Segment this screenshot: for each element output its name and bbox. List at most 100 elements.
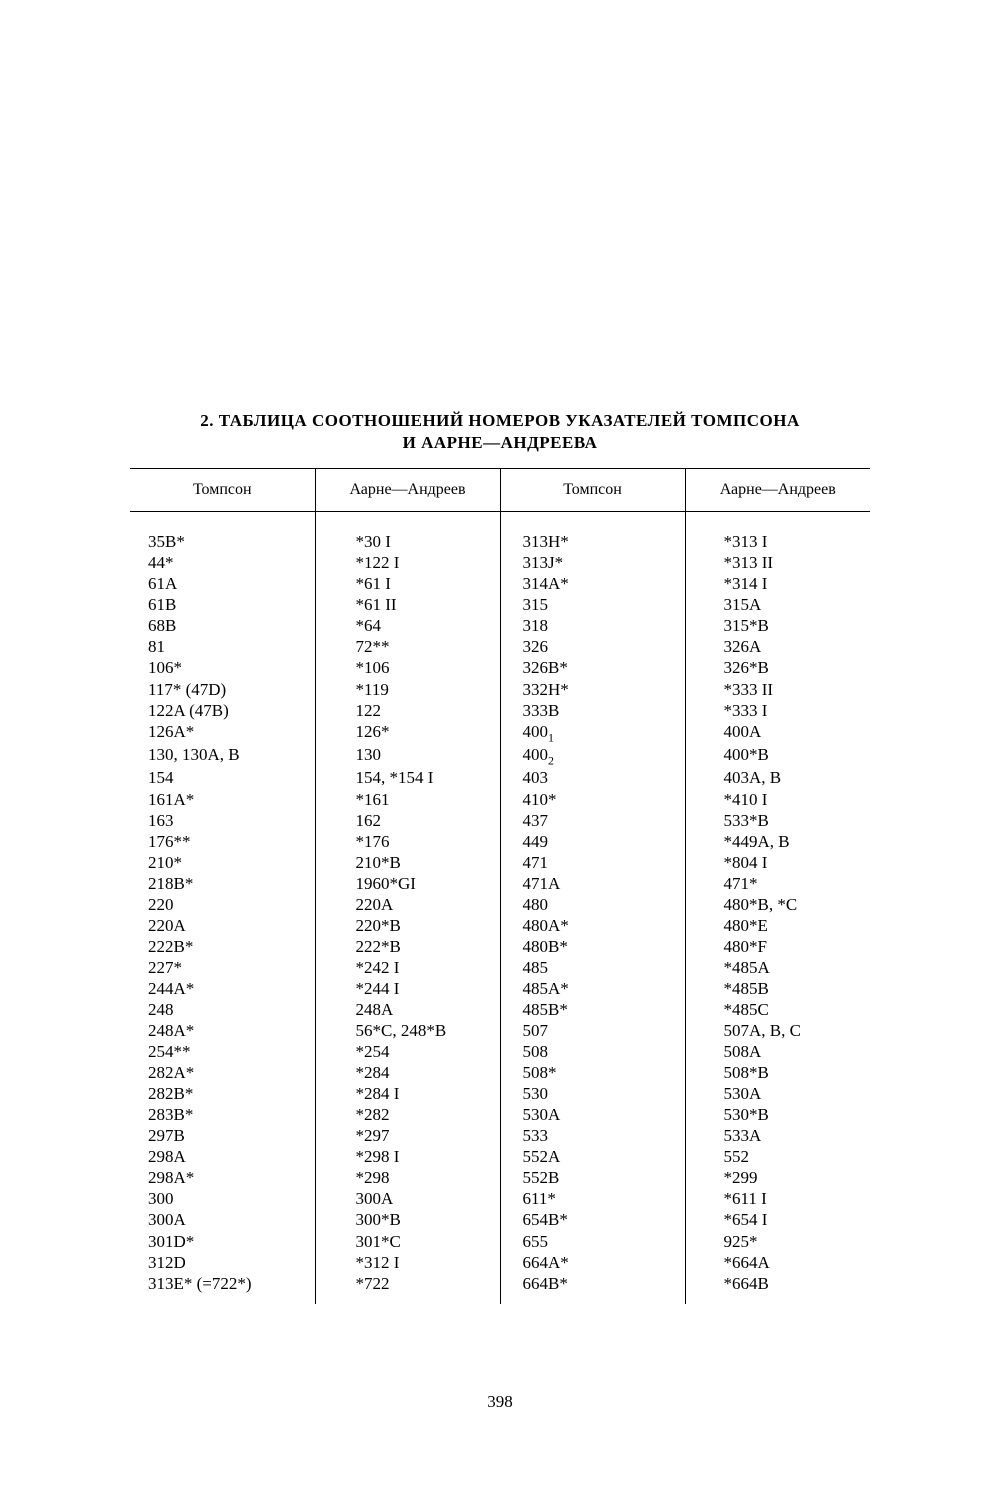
cell-thompson-right: 664A*: [500, 1252, 685, 1273]
cell-thompson-right: 654B*: [500, 1210, 685, 1231]
table-row: 313E* (=722*)*722664B**664B: [130, 1273, 870, 1304]
table-row: 126A*126*4001400A: [130, 721, 870, 744]
cell-aarne-right: *410 I: [685, 789, 870, 810]
cell-aarne-left: 130: [315, 745, 500, 768]
table-row: 222B*222*B480B*480*F: [130, 936, 870, 957]
cell-aarne-left: *298: [315, 1168, 500, 1189]
table-row: 312D*312 I664A**664A: [130, 1252, 870, 1273]
cell-thompson-left: 298A*: [130, 1168, 315, 1189]
cell-thompson-left: 248: [130, 1000, 315, 1021]
cell-aarne-left: 300*B: [315, 1210, 500, 1231]
table-row: 298A*298 I552A552: [130, 1147, 870, 1168]
cell-aarne-left: *61 I: [315, 574, 500, 595]
cell-aarne-left: 1960*GI: [315, 873, 500, 894]
cell-aarne-left: *297: [315, 1126, 500, 1147]
table-row: 300300A611**611 I: [130, 1189, 870, 1210]
table-row: 8172**326326A: [130, 637, 870, 658]
cell-thompson-right: 507: [500, 1021, 685, 1042]
table-row: 130, 130A, B1304002400*B: [130, 745, 870, 768]
table-row: 210*210*B471*804 I: [130, 852, 870, 873]
cell-aarne-left: 126*: [315, 721, 500, 744]
cell-aarne-right: 315*B: [685, 616, 870, 637]
cell-aarne-right: *664B: [685, 1273, 870, 1304]
cell-aarne-left: *722: [315, 1273, 500, 1304]
cell-thompson-right: 485B*: [500, 1000, 685, 1021]
header-aarne-1: Аарне—Андреев: [315, 469, 500, 512]
concordance-table-wrap: Томпсон Аарне—Андреев Томпсон Аарне—Андр…: [130, 468, 870, 1303]
cell-aarne-right: 326A: [685, 637, 870, 658]
cell-aarne-right: 471*: [685, 873, 870, 894]
table-row: 61A*61 I314A**314 I: [130, 574, 870, 595]
table-row: 220A220*B480A*480*E: [130, 915, 870, 936]
cell-aarne-right: *804 I: [685, 852, 870, 873]
table-row: 106**106326B*326*B: [130, 658, 870, 679]
concordance-table: Томпсон Аарне—Андреев Томпсон Аарне—Андр…: [130, 468, 870, 1303]
cell-thompson-right: 655: [500, 1231, 685, 1252]
cell-aarne-right: 530A: [685, 1084, 870, 1105]
table-row: 227**242 I485*485A: [130, 957, 870, 978]
cell-thompson-right: 508: [500, 1042, 685, 1063]
table-row: 35B**30 I313H**313 I: [130, 512, 870, 553]
cell-thompson-left: 248A*: [130, 1021, 315, 1042]
cell-aarne-right: 400A: [685, 721, 870, 744]
cell-aarne-right: *485B: [685, 978, 870, 999]
title-line-1: 2. ТАБЛИЦА СООТНОШЕНИЙ НОМЕРОВ УКАЗАТЕЛЕ…: [200, 411, 800, 430]
cell-aarne-left: 220*B: [315, 915, 500, 936]
cell-thompson-left: 106*: [130, 658, 315, 679]
cell-thompson-right: 485: [500, 957, 685, 978]
table-header-row: Томпсон Аарне—Андреев Томпсон Аарне—Андр…: [130, 469, 870, 512]
cell-thompson-right: 403: [500, 768, 685, 789]
table-row: 218B*1960*GI471A471*: [130, 873, 870, 894]
cell-aarne-right: *299: [685, 1168, 870, 1189]
table-row: 300A300*B654B**654 I: [130, 1210, 870, 1231]
cell-thompson-left: 126A*: [130, 721, 315, 744]
cell-aarne-right: *333 I: [685, 700, 870, 721]
cell-thompson-left: 61B: [130, 595, 315, 616]
cell-thompson-left: 301D*: [130, 1231, 315, 1252]
cell-aarne-left: *282: [315, 1105, 500, 1126]
cell-aarne-right: *314 I: [685, 574, 870, 595]
cell-aarne-right: 530*B: [685, 1105, 870, 1126]
cell-aarne-left: 300A: [315, 1189, 500, 1210]
cell-thompson-left: 297B: [130, 1126, 315, 1147]
cell-thompson-left: 298A: [130, 1147, 315, 1168]
table-row: 163162437533*B: [130, 810, 870, 831]
cell-aarne-right: 533A: [685, 1126, 870, 1147]
cell-thompson-right: 313H*: [500, 512, 685, 553]
cell-aarne-right: 925*: [685, 1231, 870, 1252]
cell-thompson-right: 326: [500, 637, 685, 658]
cell-aarne-left: *106: [315, 658, 500, 679]
cell-thompson-right: 471A: [500, 873, 685, 894]
cell-aarne-right: *333 II: [685, 679, 870, 700]
table-row: 44**122 I313J**313 II: [130, 553, 870, 574]
cell-thompson-right: 533: [500, 1126, 685, 1147]
header-thompson-2: Томпсон: [500, 469, 685, 512]
cell-thompson-left: 117* (47D): [130, 679, 315, 700]
cell-aarne-left: *312 I: [315, 1252, 500, 1273]
cell-aarne-left: *64: [315, 616, 500, 637]
cell-thompson-right: 485A*: [500, 978, 685, 999]
cell-thompson-right: 326B*: [500, 658, 685, 679]
cell-aarne-right: 315A: [685, 595, 870, 616]
table-title: 2. ТАБЛИЦА СООТНОШЕНИЙ НОМЕРОВ УКАЗАТЕЛЕ…: [130, 410, 870, 454]
cell-thompson-right: 313J*: [500, 553, 685, 574]
cell-aarne-left: *176: [315, 831, 500, 852]
cell-thompson-left: 244A*: [130, 978, 315, 999]
cell-thompson-right: 530: [500, 1084, 685, 1105]
cell-aarne-right: 480*B, *C: [685, 894, 870, 915]
cell-thompson-left: 227*: [130, 957, 315, 978]
cell-thompson-right: 480B*: [500, 936, 685, 957]
cell-thompson-left: 222B*: [130, 936, 315, 957]
cell-aarne-left: *122 I: [315, 553, 500, 574]
cell-thompson-left: 154: [130, 768, 315, 789]
cell-thompson-right: 480: [500, 894, 685, 915]
cell-aarne-right: 326*B: [685, 658, 870, 679]
cell-aarne-right: *313 I: [685, 512, 870, 553]
cell-aarne-right: 508A: [685, 1042, 870, 1063]
cell-aarne-right: *654 I: [685, 1210, 870, 1231]
cell-thompson-left: 218B*: [130, 873, 315, 894]
cell-aarne-left: 162: [315, 810, 500, 831]
table-row: 254***254508508A: [130, 1042, 870, 1063]
cell-thompson-right: 508*: [500, 1063, 685, 1084]
cell-thompson-right: 471: [500, 852, 685, 873]
